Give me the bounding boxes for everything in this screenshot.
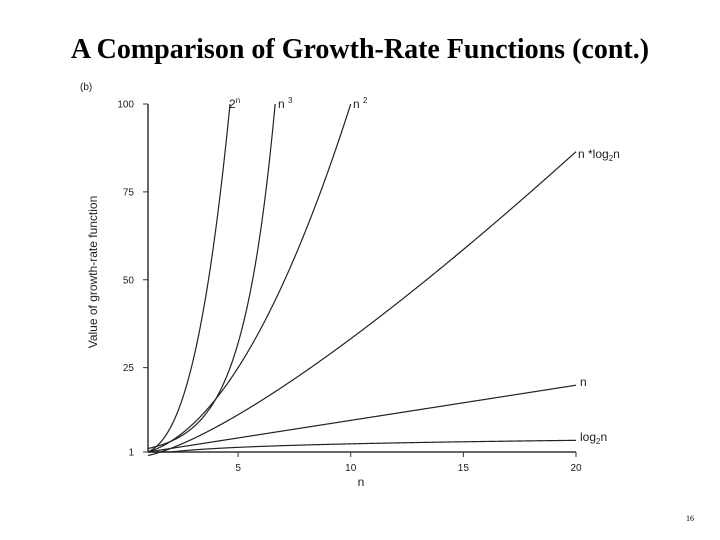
series-line	[147, 384, 577, 453]
series-label: n *log2n	[578, 147, 620, 163]
y-tick-label: 100	[117, 100, 134, 111]
series-label: n	[580, 375, 587, 389]
series-line	[148, 439, 577, 453]
series-label: n 2	[353, 96, 368, 111]
x-tick-label: 10	[345, 463, 357, 474]
series-line	[147, 103, 231, 453]
panel-label: (b)	[80, 82, 92, 93]
series-line	[147, 103, 352, 453]
x-tick-label: 5	[235, 463, 241, 474]
series-label: log2n	[580, 430, 607, 446]
x-tick-label: 20	[570, 463, 582, 474]
page-number: 16	[686, 514, 694, 523]
y-axis-label: Value of growth-rate function	[86, 196, 100, 349]
y-tick-label: 25	[123, 363, 135, 374]
series-label: n 3	[278, 96, 293, 111]
x-tick-label: 15	[458, 463, 470, 474]
slide-title: A Comparison of Growth-Rate Functions (c…	[70, 34, 650, 65]
x-axis-label: n	[358, 475, 365, 489]
y-tick-label: 50	[123, 275, 135, 286]
y-tick-label: 1	[128, 448, 134, 459]
series-line	[147, 151, 577, 457]
series-line	[147, 103, 276, 450]
series-label: 2n	[229, 96, 240, 111]
y-tick-label: 75	[123, 187, 135, 198]
